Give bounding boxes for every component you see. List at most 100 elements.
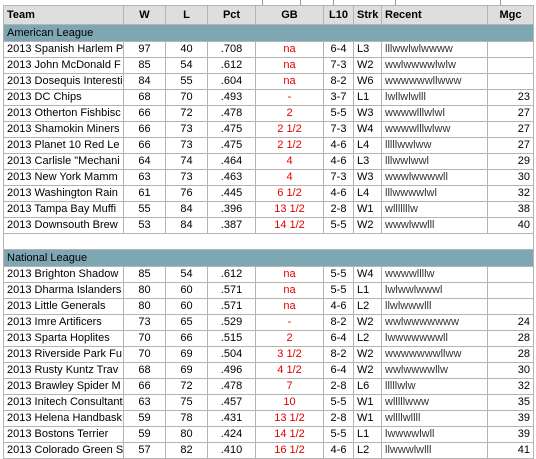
header-row: Team W L Pct GB L10 Strk Recent Mgc bbox=[3, 5, 534, 25]
cell-games-behind: 4 bbox=[255, 169, 324, 186]
cell-games-behind: 6 1/2 bbox=[255, 185, 324, 202]
cell-games-behind: - bbox=[255, 314, 324, 331]
col-header-team[interactable]: Team bbox=[3, 5, 124, 25]
table-row[interactable]: 2013 Dosequis Interesti 84 55.604 na 8-2 W6 ww… bbox=[3, 73, 534, 90]
cell-pct: .504 bbox=[207, 346, 256, 363]
table-row[interactable]: 2013 Riverside Park Fu 70 69.504 3 1/2 8-2 W2… bbox=[3, 346, 534, 363]
cell-pct: .612 bbox=[207, 57, 256, 74]
table-row[interactable]: 2013 Sparta Hoplites 70 66.515 2 6-4 L2 lwwwww… bbox=[3, 330, 534, 347]
cell-team[interactable]: 2013 John McDonald F bbox=[3, 57, 124, 74]
cell-losses: 60 bbox=[165, 282, 208, 299]
cell-last-10: 4-6 bbox=[323, 153, 354, 170]
cell-team[interactable]: 2013 Washington Rain bbox=[3, 185, 124, 202]
col-header-gb[interactable]: GB bbox=[255, 5, 324, 25]
table-row[interactable]: 2013 Initech Consultant 63 75.457 10 5-5 W1 wl… bbox=[3, 394, 534, 411]
col-header-recent[interactable]: Recent bbox=[381, 5, 488, 25]
cell-recent: wlllllwww bbox=[381, 394, 488, 411]
league-name: National League bbox=[3, 249, 534, 267]
col-header-pct[interactable]: Pct bbox=[207, 5, 256, 25]
table-row[interactable]: 2013 Dharma Islanders 80 60.571 na 5-5 L1 lwlw… bbox=[3, 282, 534, 299]
table-row[interactable]: 2013 Rusty Kuntz Trav 68 69.496 4 1/2 6-4 W2 w… bbox=[3, 362, 534, 379]
cell-team[interactable]: 2013 Riverside Park Fu bbox=[3, 346, 124, 363]
table-row[interactable]: 2013 Spanish Harlem Pi 97 40.708 na 6-4 L3 lll… bbox=[3, 41, 534, 58]
cell-games-behind: - bbox=[255, 89, 324, 106]
cell-wins: 59 bbox=[123, 410, 166, 427]
table-row[interactable]: 2013 Imre Artificers 73 65.529-8-2 W2 wwlwww… bbox=[3, 314, 534, 331]
cell-recent: lwllwlwlll bbox=[381, 89, 488, 106]
cell-recent: wlllllllw bbox=[381, 201, 488, 218]
cell-team[interactable]: 2013 Shamokin Miners bbox=[3, 121, 124, 138]
cell-team[interactable]: 2013 Sparta Hoplites bbox=[3, 330, 124, 347]
cell-team[interactable]: 2013 Rusty Kuntz Trav bbox=[3, 362, 124, 379]
cell-team[interactable]: 2013 Carlisle "Mechani bbox=[3, 153, 124, 170]
cell-streak: L1 bbox=[353, 282, 382, 299]
cell-losses: 76 bbox=[165, 185, 208, 202]
table-row[interactable]: 2013 Bostons Terrier 59 80.424 14 1/2 5-5 L1 l… bbox=[3, 426, 534, 443]
cell-magic-number: 39 bbox=[487, 410, 534, 427]
table-row[interactable]: 2013 New York Mamm 63 73.463 4 7-3 W3 wwwlwwww… bbox=[3, 169, 534, 186]
cell-team[interactable]: 2013 Bostons Terrier bbox=[3, 426, 124, 443]
table-row[interactable]: 2013 Downsouth Brew 53 84.387 14 1/2 5-5 W2 ww… bbox=[3, 217, 534, 234]
table-row[interactable]: 2013 Carlisle "Mechani 64 74.464 4 4-6 L3 lllw… bbox=[3, 153, 534, 170]
cell-last-10: 4-6 bbox=[323, 185, 354, 202]
cell-losses: 66 bbox=[165, 330, 208, 347]
cell-recent: lllwwwwlwl bbox=[381, 185, 488, 202]
table-row[interactable]: 2013 Otherton Fishbisc 66 72.478 2 5-5 W3 wwww… bbox=[3, 105, 534, 122]
cell-games-behind: 2 1/2 bbox=[255, 121, 324, 138]
table-row[interactable]: 2013 John McDonald F 85 54.612 na 7-3 W2 wwlww… bbox=[3, 57, 534, 74]
cell-pct: .571 bbox=[207, 298, 256, 315]
table-row[interactable]: 2013 Colorado Green S 57 82.410 16 1/2 4-6 L2… bbox=[3, 442, 534, 459]
cell-pct: .396 bbox=[207, 201, 256, 218]
cell-team[interactable]: 2013 Spanish Harlem Pi bbox=[3, 41, 124, 58]
table-row[interactable]: 2013 Shamokin Miners 66 73.475 2 1/2 7-3 W4 ww… bbox=[3, 121, 534, 138]
table-row[interactable]: 2013 Helena Handbask 59 78.431 13 1/2 2-8 W1 w… bbox=[3, 410, 534, 427]
col-header-w[interactable]: W bbox=[123, 5, 166, 25]
cell-streak: W1 bbox=[353, 201, 382, 218]
cell-team[interactable]: 2013 Tampa Bay Muffi bbox=[3, 201, 124, 218]
top-strip-tick bbox=[300, 0, 301, 5]
cell-pct: .478 bbox=[207, 378, 256, 395]
table-row[interactable]: 2013 Planet 10 Red Le 66 73.475 2 1/2 4-6 L4 l… bbox=[3, 137, 534, 154]
cell-team[interactable]: 2013 Planet 10 Red Le bbox=[3, 137, 124, 154]
cell-streak: W2 bbox=[353, 57, 382, 74]
cell-recent: wwwlwwwwll bbox=[381, 169, 488, 186]
cell-team[interactable]: 2013 DC Chips bbox=[3, 89, 124, 106]
cell-team[interactable]: 2013 Helena Handbask bbox=[3, 410, 124, 427]
cell-last-10: 3-7 bbox=[323, 89, 354, 106]
cell-losses: 84 bbox=[165, 217, 208, 234]
cell-team[interactable]: 2013 Dosequis Interesti bbox=[3, 73, 124, 90]
col-header-mgc[interactable]: Mgc bbox=[487, 5, 534, 25]
cell-team[interactable]: 2013 Otherton Fishbisc bbox=[3, 105, 124, 122]
cell-magic-number: 23 bbox=[487, 89, 534, 106]
cell-team[interactable]: 2013 Dharma Islanders bbox=[3, 282, 124, 299]
cell-pct: .424 bbox=[207, 426, 256, 443]
col-header-l[interactable]: L bbox=[165, 5, 208, 25]
table-row[interactable]: 2013 Little Generals 80 60.571 na 4-6 L2 llwlw… bbox=[3, 298, 534, 315]
cell-wins: 63 bbox=[123, 169, 166, 186]
cell-team[interactable]: 2013 Downsouth Brew bbox=[3, 217, 124, 234]
table-row[interactable]: 2013 Washington Rain 61 76.445 6 1/2 4-6 L4 ll… bbox=[3, 185, 534, 202]
cell-magic-number: 30 bbox=[487, 169, 534, 186]
cell-wins: 66 bbox=[123, 105, 166, 122]
cell-wins: 70 bbox=[123, 330, 166, 347]
cell-team[interactable]: 2013 Initech Consultant bbox=[3, 394, 124, 411]
cell-team[interactable]: 2013 Brawley Spider M bbox=[3, 378, 124, 395]
table-row[interactable]: 2013 Brawley Spider M 66 72.478 7 2-8 L6 lllll… bbox=[3, 378, 534, 395]
col-header-strk[interactable]: Strk bbox=[353, 5, 382, 25]
table-row[interactable]: 2013 DC Chips 68 70.493-3-7 L1 lwllwlwlll 23 bbox=[3, 89, 534, 106]
cell-losses: 72 bbox=[165, 378, 208, 395]
cell-magic-number: 27 bbox=[487, 137, 534, 154]
col-header-l10[interactable]: L10 bbox=[323, 5, 354, 25]
cell-wins: 53 bbox=[123, 217, 166, 234]
cell-last-10: 5-5 bbox=[323, 105, 354, 122]
cell-team[interactable]: 2013 Brighton Shadow bbox=[3, 266, 124, 283]
cell-pct: .604 bbox=[207, 73, 256, 90]
cell-wins: 80 bbox=[123, 282, 166, 299]
cell-team[interactable]: 2013 New York Mamm bbox=[3, 169, 124, 186]
top-strip bbox=[0, 0, 536, 5]
cell-team[interactable]: 2013 Imre Artificers bbox=[3, 314, 124, 331]
table-row[interactable]: 2013 Tampa Bay Muffi 55 84.396 13 1/2 2-8 W1 w… bbox=[3, 201, 534, 218]
cell-team[interactable]: 2013 Little Generals bbox=[3, 298, 124, 315]
cell-team[interactable]: 2013 Colorado Green S bbox=[3, 442, 124, 459]
table-row[interactable]: 2013 Brighton Shadow 85 54.612 na 5-5 W4 wwwwl… bbox=[3, 266, 534, 283]
